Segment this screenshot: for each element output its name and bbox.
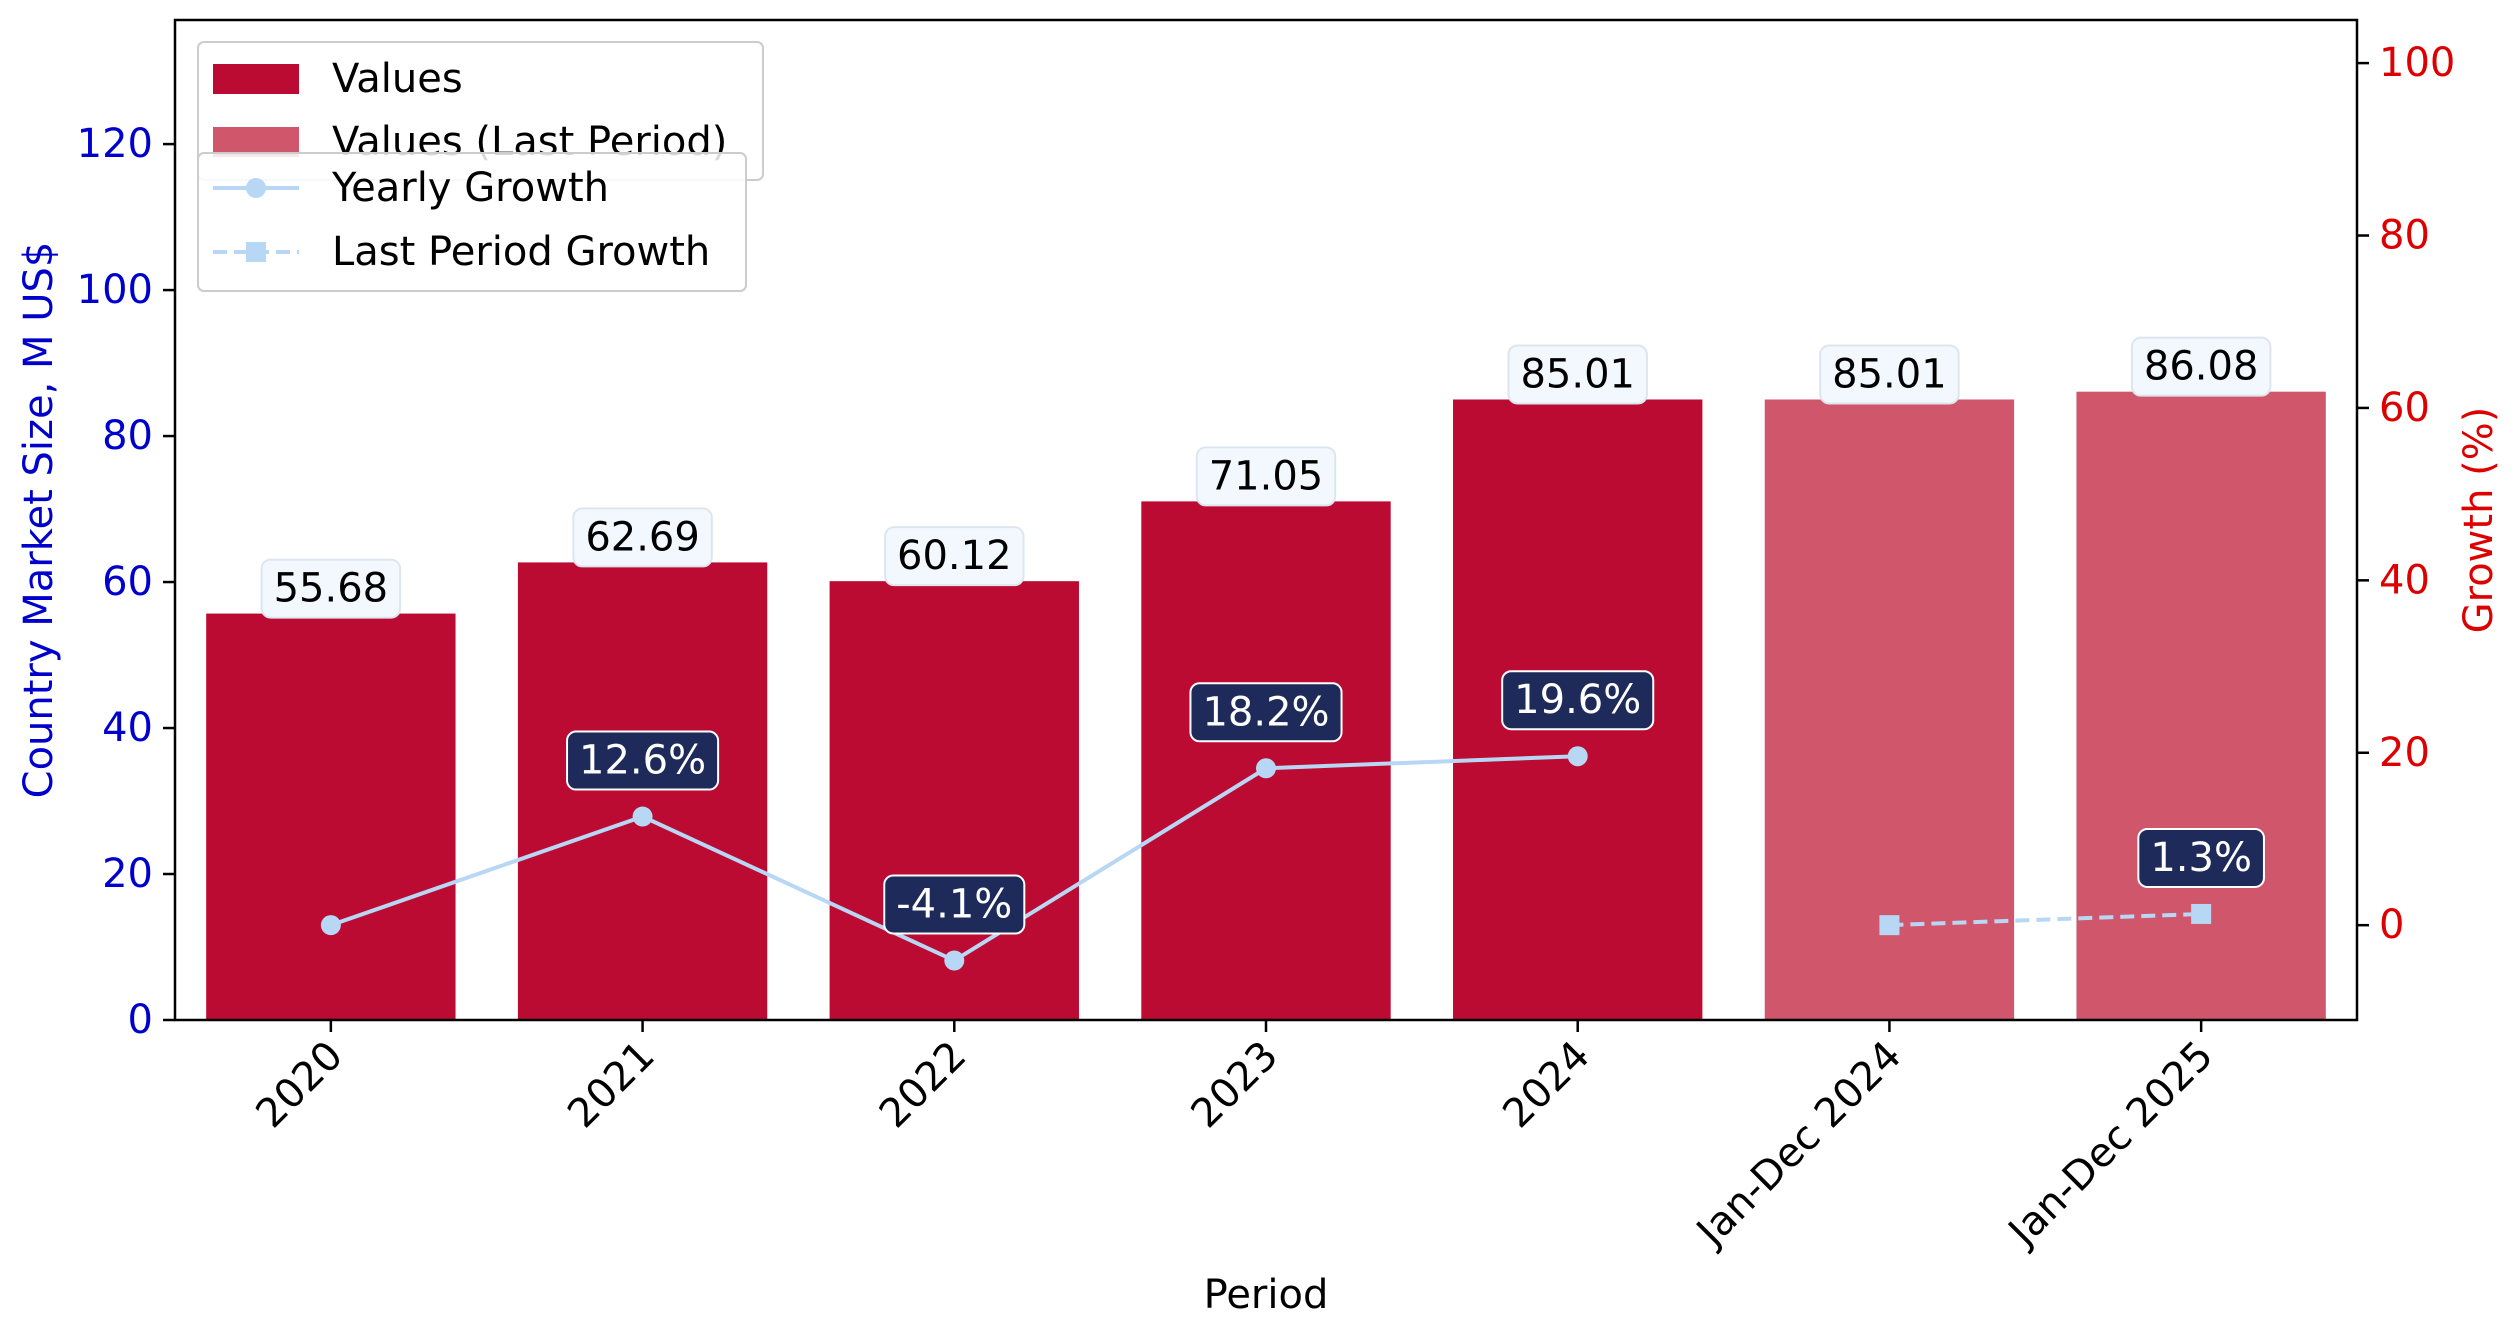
legend-lines-frame <box>197 152 747 292</box>
value-label-jan-dec-2025-last-period: 86.08 <box>2144 344 2259 390</box>
legend-marker-last-period-growth <box>246 242 266 262</box>
yearly-growth-point-2020 <box>320 915 341 936</box>
value-label-2022: 60.12 <box>897 533 1012 579</box>
value-label-jan-dec-2024-last-period: 85.01 <box>1832 351 1947 397</box>
value-label-jan-dec-2024-last-period-box <box>1819 344 1960 405</box>
bar-2020 <box>206 613 456 1020</box>
growth-label-2023: 18.2% <box>1202 689 1329 735</box>
legend-label-last-period-growth: Last Period Growth <box>332 229 710 275</box>
right-tick-label-80: 80 <box>2379 213 2430 259</box>
value-label-jan-dec-2025-last-period-box <box>2130 336 2272 397</box>
growth-label-2022-box <box>883 874 1026 935</box>
last-period-growth-point-jan-dec-2025 <box>2191 903 2212 924</box>
value-label-2020: 55.68 <box>274 566 389 612</box>
legend-marker-yearly-growth <box>246 178 266 198</box>
right-tick-label-100: 100 <box>2379 40 2455 86</box>
growth-label-2021-box <box>566 730 720 791</box>
last-period-growth-line <box>1889 911 2202 928</box>
value-label-2020-box <box>260 558 402 619</box>
left-y-axis-title: Country Market Size, M US$ <box>16 242 62 799</box>
legend-swatch-values <box>213 64 299 94</box>
yearly-growth-point-2024 <box>1567 746 1588 767</box>
growth-label-jan-dec-2025: 1.3% <box>2150 835 2252 881</box>
yearly-growth-point-2021 <box>632 806 653 827</box>
left-tick-label-100: 100 <box>77 267 153 313</box>
value-label-2023: 71.05 <box>1209 453 1324 499</box>
bar-jan-dec-2025-last-period <box>2076 391 2326 1020</box>
lines-layer <box>320 746 2212 971</box>
value-label-2022-box <box>884 526 1025 587</box>
growth-label-2023-box <box>1189 682 1343 743</box>
bar-2021 <box>517 562 768 1020</box>
x-axis-title: Period <box>1204 1272 1329 1318</box>
yearly-growth-point-2022 <box>944 950 965 971</box>
legend-lines: Yearly Growth Last Period Growth <box>197 152 747 292</box>
labels-layer: 55.68 62.69 60.12 71.05 85.01 85.01 86.08 12.6%… <box>260 336 2272 935</box>
legend-label-values: Values <box>332 56 463 102</box>
value-label-2021-box <box>572 507 713 568</box>
growth-label-2022: -4.1% <box>896 882 1012 928</box>
growth-label-jan-dec-2025-box <box>2137 827 2265 888</box>
left-tick-label-20: 20 <box>102 851 153 897</box>
right-tick-label-40: 40 <box>2379 557 2430 603</box>
right-tick-label-0: 0 <box>2379 902 2404 948</box>
value-label-2024: 85.01 <box>1520 351 1635 397</box>
value-label-2024-box <box>1507 344 1648 405</box>
left-tick-label-40: 40 <box>102 705 153 751</box>
yearly-growth-point-2023 <box>1256 758 1276 779</box>
value-label-2021: 62.69 <box>585 514 700 560</box>
right-y-axis-title: Growth (%) <box>2456 407 2502 634</box>
left-tick-label-0: 0 <box>128 997 153 1043</box>
left-tick-label-80: 80 <box>102 413 153 459</box>
legend-label-yearly-growth: Yearly Growth <box>331 165 609 211</box>
growth-label-2021: 12.6% <box>579 738 706 784</box>
growth-label-2024: 19.6% <box>1514 677 1641 723</box>
right-tick-label-60: 60 <box>2379 385 2430 431</box>
growth-label-2024-box <box>1501 670 1655 731</box>
value-label-2023-box <box>1195 446 1337 507</box>
right-tick-label-20: 20 <box>2379 730 2430 776</box>
last-period-growth-point-jan-dec-2024 <box>1879 915 1900 936</box>
left-tick-label-60: 60 <box>102 559 153 605</box>
left-tick-label-120: 120 <box>77 121 153 167</box>
bar-2022 <box>829 581 1079 1020</box>
